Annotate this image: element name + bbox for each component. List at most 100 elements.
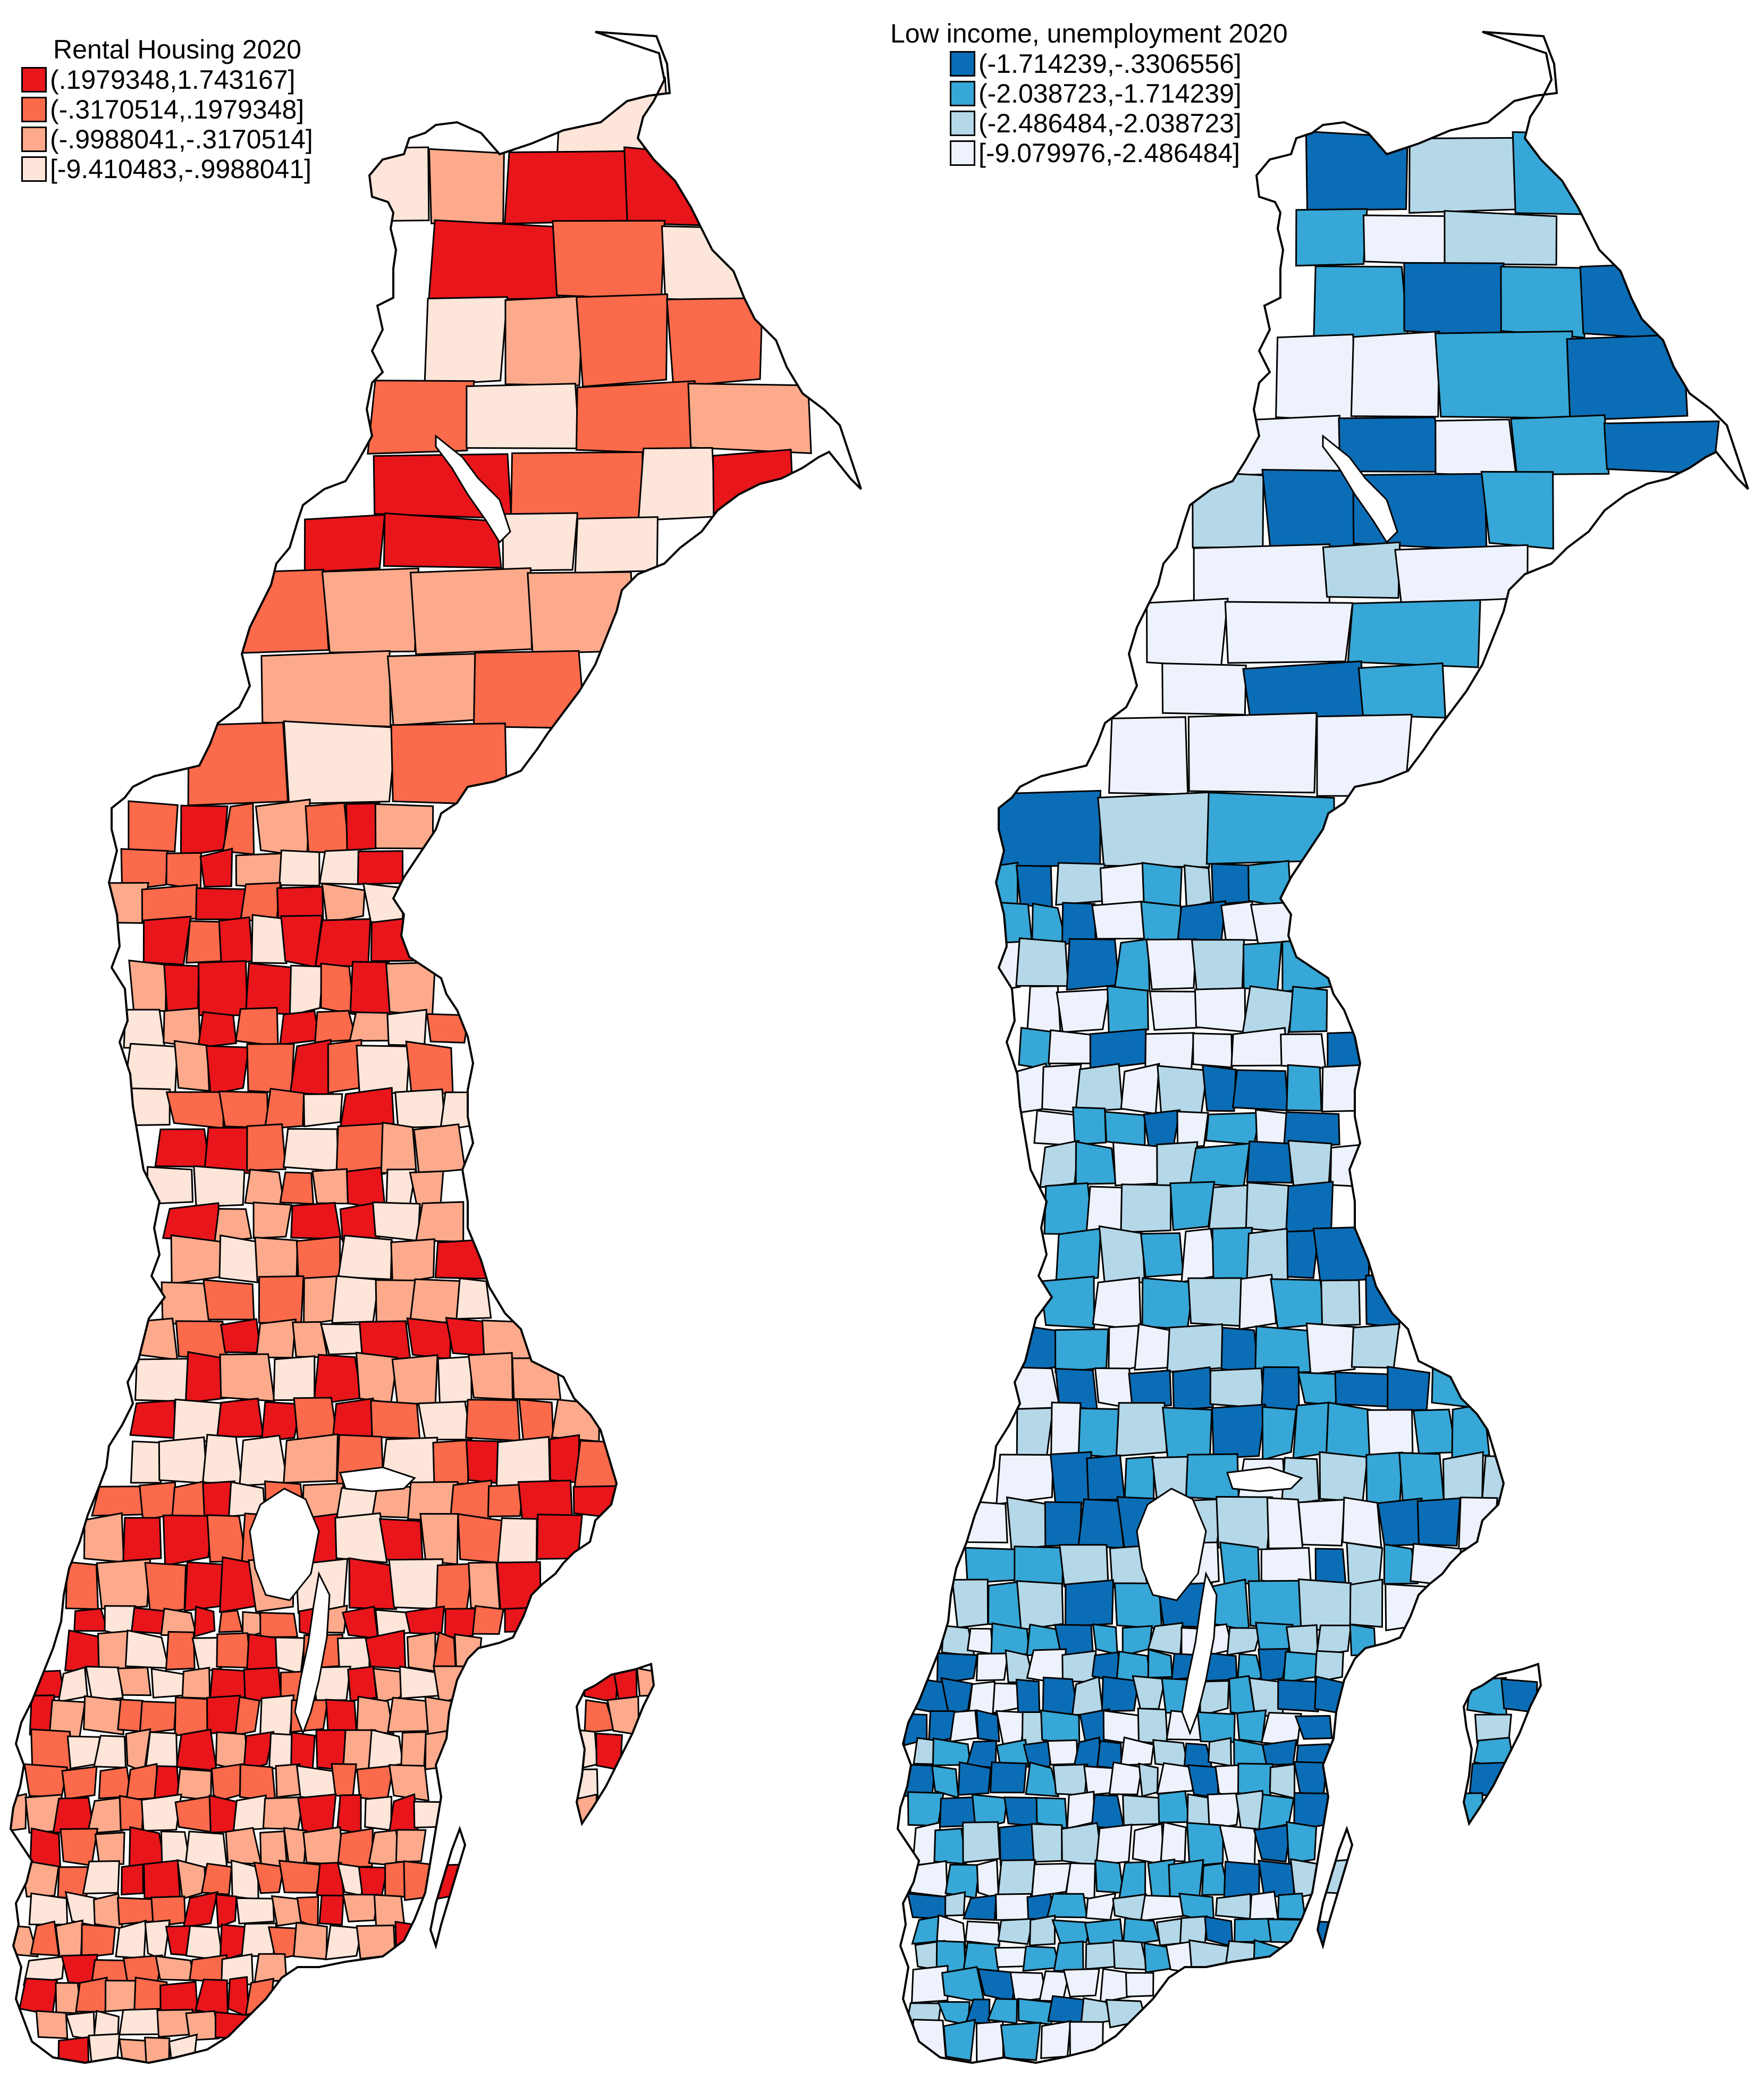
legend-item: (-2.038723,-1.714239] (950, 79, 1288, 108)
municipality-region (251, 914, 289, 964)
municipality-region (1108, 1325, 1140, 1375)
municipality-region (1077, 1407, 1122, 1459)
low-income-map (896, 31, 1749, 2064)
municipality-region (214, 1208, 252, 1243)
municipality-region (1003, 1796, 1039, 1827)
lake (1226, 1466, 1303, 1492)
municipality-region (1444, 210, 1558, 266)
legend-item: [-9.410483,-.9988041] (21, 154, 313, 184)
municipality-region (290, 1202, 342, 1240)
municipality-region (1066, 1791, 1095, 1830)
municipality-region (319, 1323, 365, 1356)
municipality-region (1025, 1761, 1060, 1797)
municipality-region (1194, 987, 1246, 1033)
legend-swatch (21, 156, 47, 182)
municipality-region (1224, 601, 1354, 664)
legend-label: (-2.486484,-2.038723] (978, 108, 1242, 138)
municipality-region (428, 148, 505, 224)
municipality-region (334, 1512, 388, 1564)
municipality-region (30, 1920, 60, 1956)
municipality-region (1069, 2021, 1104, 2063)
municipality-region (390, 1238, 436, 1285)
municipality-region (364, 1795, 393, 1832)
municipality-region (57, 1666, 89, 1703)
municipality-region (575, 293, 669, 388)
municipality-region (1120, 1063, 1160, 1115)
municipality-region (1138, 1762, 1159, 1797)
municipality-region (123, 1009, 166, 1049)
municipality-region (386, 1009, 428, 1047)
municipality-region (1500, 265, 1587, 339)
municipality-region (1434, 330, 1574, 419)
municipality-region (126, 1317, 179, 1361)
municipality-region (1208, 1184, 1251, 1234)
municipality-region (356, 1695, 395, 1735)
municipality-region (1261, 1406, 1297, 1461)
municipality-region (1026, 985, 1061, 1036)
municipality-region (259, 1611, 299, 1639)
municipality-region (1297, 1499, 1345, 1547)
municipality-region (962, 1894, 998, 1921)
municipality-region (139, 1481, 178, 1521)
municipality-region (1316, 713, 1413, 797)
municipality-region (268, 1733, 294, 1770)
legend-title: Low income, unemployment 2020 (890, 19, 1288, 48)
municipality-region (1092, 1276, 1142, 1332)
municipality-region (336, 1827, 374, 1869)
municipality-region (388, 1558, 444, 1610)
municipality-region (1207, 1792, 1242, 1830)
municipality-region (139, 1700, 177, 1735)
municipality-region (279, 1171, 315, 1205)
legend-label: [-9.410483,-.9988041] (50, 154, 312, 184)
municipality-region (252, 1202, 292, 1239)
municipality-region (1072, 1106, 1107, 1146)
municipality-region (289, 1039, 334, 1096)
legend-label: [-9.079976,-2.486484] (978, 138, 1241, 168)
municipality-region (455, 1277, 492, 1320)
municipality-region (1305, 130, 1408, 212)
municipality-region (1320, 1279, 1361, 1327)
municipality-region (1146, 598, 1229, 668)
municipality-region (1312, 1226, 1370, 1283)
municipality-region (57, 2036, 90, 2063)
municipality-region (1260, 1366, 1300, 1412)
municipality-region (964, 1920, 1001, 1946)
lake (435, 434, 511, 544)
municipality-region (1230, 1027, 1288, 1067)
municipality-region (318, 146, 430, 223)
municipality-region (1287, 1139, 1332, 1187)
municipality-region (400, 1731, 427, 1770)
municipality-region (404, 1605, 445, 1635)
municipality-region (1016, 1580, 1064, 1631)
municipality-region (260, 1401, 302, 1442)
legend-swatch (950, 81, 975, 106)
municipality-region (712, 449, 795, 521)
municipality-region (504, 295, 584, 387)
municipality-region (158, 1436, 208, 1484)
municipality-region (227, 1976, 250, 2019)
municipality-region (1141, 862, 1183, 909)
municipality-region (271, 1895, 303, 1927)
municipality-region (94, 1832, 125, 1865)
municipality-region (60, 1828, 99, 1867)
municipality-region (200, 1862, 233, 1896)
municipality-region (163, 963, 200, 1015)
legend-label: (-1.714239,-.3306556] (978, 49, 1242, 79)
municipality-region (279, 849, 320, 887)
municipality-region (1347, 599, 1481, 668)
gotland-outline (1462, 1662, 1542, 1826)
municipality-region (35, 2010, 69, 2039)
municipality-region (73, 1608, 109, 1632)
municipality-region (1480, 471, 1554, 550)
municipality-region (932, 1737, 972, 1767)
municipality-region (1055, 862, 1107, 906)
municipality-region (997, 1859, 1036, 1898)
municipality-region (258, 1275, 305, 1324)
municipality-region (218, 916, 254, 967)
municipality-region (391, 1354, 438, 1405)
municipality-region (29, 1827, 62, 1869)
municipality-region (1512, 131, 1593, 215)
municipality-region (1158, 1790, 1190, 1824)
municipality-region (910, 1964, 949, 2004)
municipality-region (1052, 1763, 1089, 1796)
